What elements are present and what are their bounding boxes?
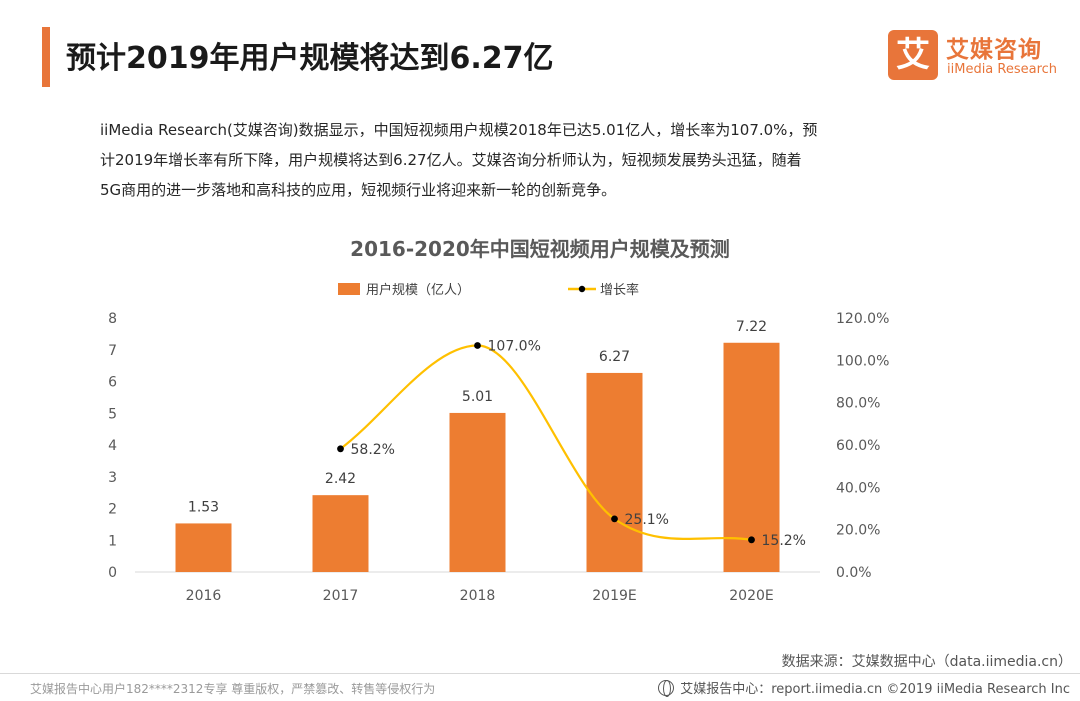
y2-tick-label: 120.0% bbox=[836, 311, 889, 327]
footer-copyright-notice: 艾媒报告中心用户182****2312专享 尊重版权，严禁篡改、转售等侵权行为 bbox=[30, 682, 436, 696]
y2-tick-label: 0.0% bbox=[836, 565, 872, 581]
y2-tick-label: 100.0% bbox=[836, 353, 889, 369]
globe-icon bbox=[658, 679, 675, 697]
logo-en-text: iiMedia Research bbox=[947, 62, 1058, 77]
brand-logo: 艾 艾媒咨询 iiMedia Research bbox=[888, 30, 1063, 82]
growth-marker bbox=[337, 445, 344, 453]
description-line: iiMedia Research(艾媒咨询)数据显示，中国短视频用户规模2018… bbox=[100, 121, 818, 139]
page-title: 预计2019年用户规模将达到6.27亿 bbox=[66, 41, 554, 76]
bar bbox=[449, 412, 506, 572]
growth-value-label: 25.1% bbox=[625, 512, 669, 528]
bar-value-label: 6.27 bbox=[599, 349, 630, 365]
source-note: 数据来源：艾媒数据中心（data.iimedia.cn） bbox=[781, 654, 1072, 670]
x-tick-label: 2017 bbox=[323, 588, 359, 604]
y2-tick-label: 20.0% bbox=[836, 523, 880, 539]
bar-value-label: 7.22 bbox=[736, 319, 767, 335]
x-tick-label: 2020E bbox=[729, 588, 773, 604]
bar-value-label: 1.53 bbox=[188, 499, 219, 515]
y-tick-label: 2 bbox=[108, 502, 117, 518]
description-line: 5G商用的进一步落地和高科技的应用，短视频行业将迎来新一轮的创新竞争。 bbox=[100, 181, 617, 199]
growth-marker bbox=[474, 342, 481, 349]
y-tick-label: 3 bbox=[108, 470, 117, 486]
growth-value-label: 15.2% bbox=[762, 533, 806, 549]
footer-site-text: 艾媒报告中心：report.iimedia.cn ©2019 iiMedia R… bbox=[680, 682, 1070, 697]
growth-line bbox=[339, 344, 752, 541]
x-tick-label: 2019E bbox=[592, 588, 636, 604]
legend-label-bar: 用户规模（亿人） bbox=[366, 282, 470, 298]
growth-value-label: 107.0% bbox=[488, 339, 541, 355]
y-tick-label: 0 bbox=[108, 565, 117, 581]
y-tick-label: 7 bbox=[108, 343, 117, 359]
bar bbox=[175, 523, 232, 572]
description: iiMedia Research(艾媒咨询)数据显示，中国短视频用户规模2018… bbox=[100, 115, 930, 205]
y-tick-label: 5 bbox=[108, 406, 117, 422]
y2-tick-label: 60.0% bbox=[836, 438, 880, 454]
bar-value-label: 2.42 bbox=[325, 471, 356, 487]
bar bbox=[586, 372, 643, 572]
bar bbox=[312, 495, 369, 572]
y-tick-label: 6 bbox=[108, 375, 117, 391]
x-tick-label: 2018 bbox=[460, 588, 496, 604]
bar bbox=[723, 342, 780, 572]
growth-marker bbox=[748, 536, 755, 544]
legend-label-line: 增长率 bbox=[600, 282, 639, 298]
x-tick-label: 2016 bbox=[186, 588, 222, 604]
logo-cn-text: 艾媒咨询 bbox=[946, 37, 1042, 63]
chart-title: 2016-2020年中国短视频用户规模及预测 bbox=[350, 237, 730, 261]
y-tick-label: 1 bbox=[108, 533, 117, 549]
legend-swatch-bar bbox=[338, 283, 360, 295]
title-accent-bar bbox=[42, 27, 50, 87]
y2-tick-label: 80.0% bbox=[836, 396, 880, 412]
footer-divider bbox=[0, 673, 1080, 674]
y-tick-label: 8 bbox=[108, 311, 117, 327]
growth-marker bbox=[611, 515, 618, 523]
growth-value-label: 58.2% bbox=[351, 442, 395, 458]
y-tick-label: 4 bbox=[108, 438, 117, 454]
logo-mark: 艾 bbox=[888, 30, 938, 80]
y2-tick-label: 40.0% bbox=[836, 480, 880, 496]
description-line: 计2019年增长率有所下降，用户规模将达到6.27亿人。艾媒咨询分析师认为，短视… bbox=[100, 151, 802, 169]
bar-value-label: 5.01 bbox=[462, 389, 493, 405]
legend-swatch-marker bbox=[578, 285, 586, 293]
footer-site-info: 艾媒报告中心：report.iimedia.cn ©2019 iiMedia R… bbox=[658, 678, 1070, 697]
